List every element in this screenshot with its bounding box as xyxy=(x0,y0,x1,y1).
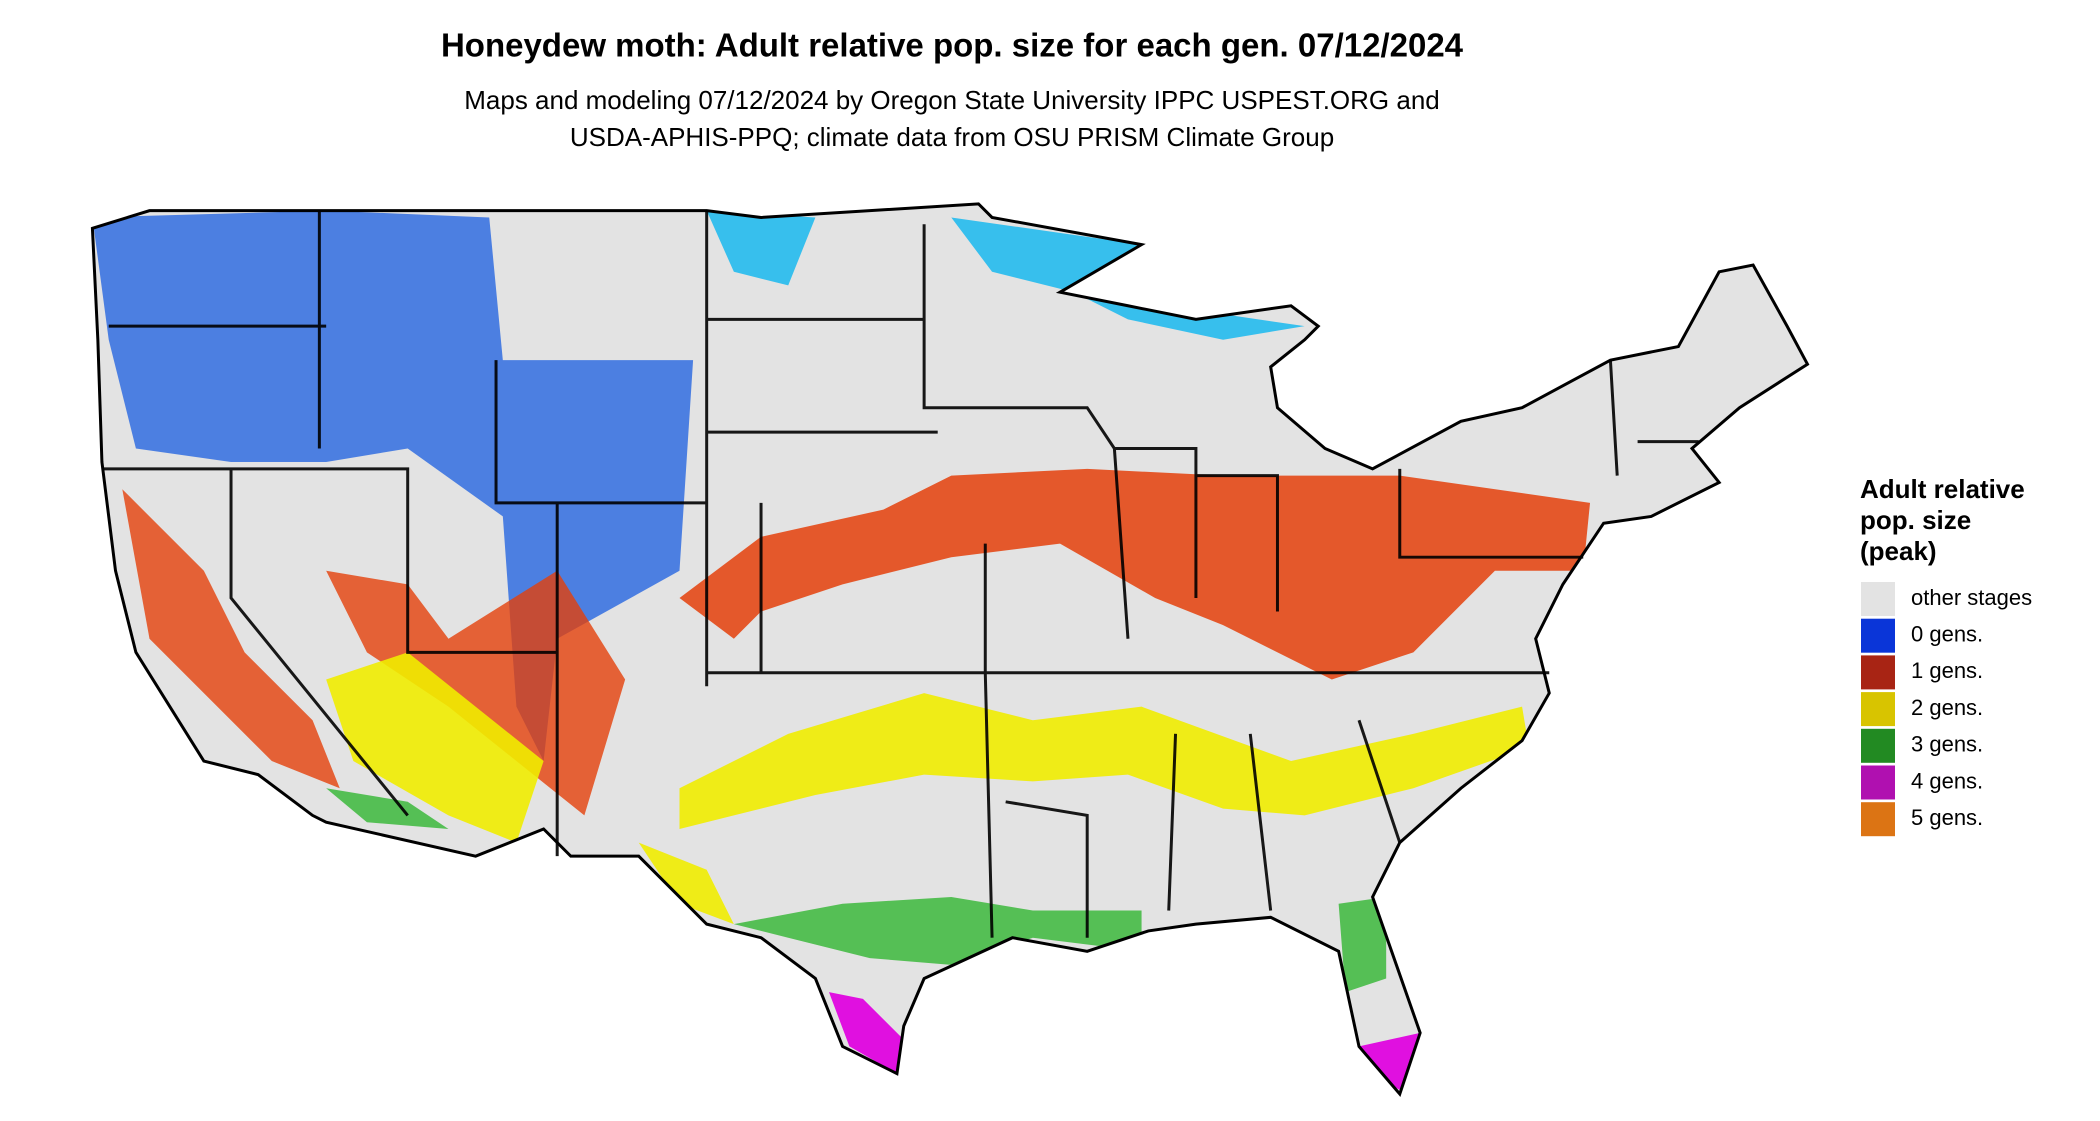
legend-swatch xyxy=(1861,582,1895,616)
map xyxy=(90,202,1809,1096)
legend-label: 2 gens. xyxy=(1911,695,1983,720)
legend-title: (peak) xyxy=(1860,536,1937,566)
legend-swatch xyxy=(1861,765,1895,800)
legend-title: Adult relative xyxy=(1860,474,2025,504)
legend-swatch xyxy=(1861,655,1895,690)
map-subtitle: USDA-APHIS-PPQ; climate data from OSU PR… xyxy=(570,122,1334,152)
legend-swatch xyxy=(1861,802,1895,837)
zone-2-gens xyxy=(326,652,1529,925)
legend-title: pop. size xyxy=(1860,505,1971,535)
legend: Adult relative pop. size (peak) other st… xyxy=(1860,474,2032,837)
legend-label: 3 gens. xyxy=(1911,732,1983,757)
legend-label: 0 gens. xyxy=(1911,622,1983,647)
legend-swatch xyxy=(1861,618,1895,653)
map-subtitle: Maps and modeling 07/12/2024 by Oregon S… xyxy=(464,85,1440,115)
zone-1-gens xyxy=(679,468,1591,680)
legend-swatch xyxy=(1861,692,1895,727)
legend-swatch xyxy=(1861,728,1895,763)
legend-label: 1 gens. xyxy=(1911,658,1983,683)
zone-4-gens xyxy=(828,992,1421,1094)
map-title: Honeydew moth: Adult relative pop. size … xyxy=(441,27,1464,64)
legend-label: 5 gens. xyxy=(1911,805,1983,830)
state-borders xyxy=(90,202,1809,1096)
legend-label: other stages xyxy=(1911,585,2032,610)
legend-label: 4 gens. xyxy=(1911,768,1983,793)
